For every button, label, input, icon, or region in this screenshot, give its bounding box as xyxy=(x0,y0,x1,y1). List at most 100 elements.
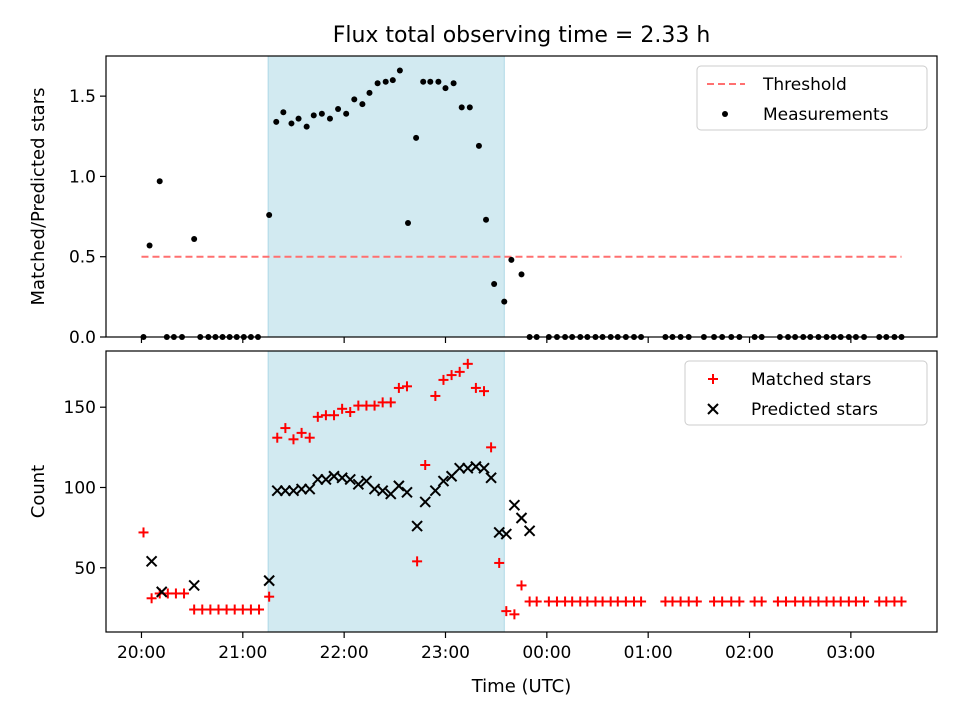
matched-star-point xyxy=(509,609,520,620)
y-tick-label: 0.5 xyxy=(69,248,96,268)
matched-star-point xyxy=(254,604,265,615)
predicted-star-point xyxy=(401,486,413,499)
marker-stroke xyxy=(271,484,283,497)
legend-label: Predicted stars xyxy=(751,400,878,420)
predicted-star-point xyxy=(263,574,275,587)
matched-star-point xyxy=(385,397,396,408)
matched-star-point xyxy=(462,358,473,369)
legend-box xyxy=(684,360,928,426)
marker-stroke xyxy=(485,472,497,484)
measurement-point xyxy=(273,118,280,125)
matched-star-point xyxy=(272,432,283,443)
marker-stroke xyxy=(303,483,316,495)
legend-measurement-swatch xyxy=(722,111,728,117)
predicted-star-point xyxy=(320,473,332,486)
measurement-point xyxy=(435,78,442,85)
marker-stroke xyxy=(500,528,513,540)
matched-star-point xyxy=(859,596,870,607)
predicted-star-point xyxy=(500,528,513,540)
predicted-star-point xyxy=(453,462,466,474)
measurement-point xyxy=(518,271,525,278)
predicted-star-point xyxy=(429,484,442,497)
marker-stroke xyxy=(393,480,405,492)
matched-star-point xyxy=(138,527,149,538)
predicted-star-point xyxy=(515,512,528,524)
marker-stroke xyxy=(312,473,324,486)
marker-stroke xyxy=(344,473,356,486)
matched-star-point xyxy=(401,381,412,392)
measurement-point xyxy=(458,104,465,111)
measurement-point xyxy=(475,142,482,149)
matched-star-point xyxy=(756,596,767,607)
legend-label: Measurements xyxy=(763,105,889,125)
marker-stroke xyxy=(263,574,275,587)
measurement-point xyxy=(191,236,198,243)
predicted-star-point xyxy=(295,483,308,495)
legend-box xyxy=(696,65,928,131)
measurement-point xyxy=(427,78,434,85)
predicted-star-point xyxy=(411,520,423,532)
axes-frame xyxy=(105,350,938,633)
marker-stroke xyxy=(145,555,158,568)
matched-star-point xyxy=(636,596,647,607)
matched-star-point xyxy=(717,596,728,607)
predicted-star-point xyxy=(303,483,316,495)
matched-star-point xyxy=(691,596,702,607)
marker-stroke xyxy=(515,512,528,524)
x-tick-label: 21:00 xyxy=(218,643,267,663)
matched-star-point xyxy=(146,593,157,604)
predicted-star-point xyxy=(344,473,356,486)
marker-stroke xyxy=(462,462,474,474)
predicted-star-point xyxy=(156,586,168,598)
matched-star-point xyxy=(296,427,307,438)
x-tick-label: 02:00 xyxy=(725,643,774,663)
measurement-point xyxy=(351,96,358,103)
measurement-point xyxy=(343,110,350,117)
y-tick-label: 150 xyxy=(64,398,96,418)
measurement-point xyxy=(420,78,427,85)
x-tick-label: 00:00 xyxy=(522,643,571,663)
legend-predicted-swatch xyxy=(707,403,719,415)
matched-star-point xyxy=(430,390,441,401)
measurement-point xyxy=(508,256,515,263)
y-tick-label: 1.5 xyxy=(69,87,96,107)
matched-star-point xyxy=(470,382,481,393)
predicted-star-point xyxy=(508,499,521,511)
y-axis-label: Matched/Predicted stars xyxy=(28,88,49,306)
marker-stroke xyxy=(188,579,200,592)
matched-star-point xyxy=(479,386,490,397)
marker-stroke xyxy=(437,475,450,487)
legend-label: Threshold xyxy=(762,75,847,95)
matched-star-point xyxy=(179,588,190,599)
marker-stroke xyxy=(360,475,373,487)
measurement-point xyxy=(359,101,366,108)
measurement-point xyxy=(450,80,457,87)
matched-star-point xyxy=(393,382,404,393)
measurement-point xyxy=(396,67,403,74)
x-tick-label: 22:00 xyxy=(320,643,369,663)
matched-star-point xyxy=(446,370,457,381)
matched-star-point xyxy=(288,434,299,445)
marker-stroke xyxy=(411,520,423,532)
matched-star-point xyxy=(896,596,907,607)
measurement-point xyxy=(295,115,302,122)
matched-star-point xyxy=(304,432,315,443)
legend: Threshold Measurements xyxy=(696,65,928,131)
matched-star-point xyxy=(494,557,505,568)
predicted-star-point xyxy=(352,478,365,490)
matched-star-point xyxy=(420,460,431,471)
matched-star-point xyxy=(516,580,527,591)
y-tick-label: 0.0 xyxy=(69,328,96,348)
predicted-star-point xyxy=(393,480,405,492)
measurement-point xyxy=(335,105,342,112)
panel-top: 0.0 0.5 1.0 1.5 Matched/Predicted stars Thres… xyxy=(28,55,938,348)
x-tick-label: 01:00 xyxy=(624,643,673,663)
measurement-point xyxy=(491,281,498,288)
predicted-star-point xyxy=(279,484,292,497)
predicted-star-point xyxy=(523,525,536,537)
chart-title: Flux total observing time = 2.33 h xyxy=(333,23,711,48)
measurement-point xyxy=(266,211,273,218)
marker-stroke xyxy=(287,484,300,497)
matched-star-point xyxy=(345,407,356,418)
